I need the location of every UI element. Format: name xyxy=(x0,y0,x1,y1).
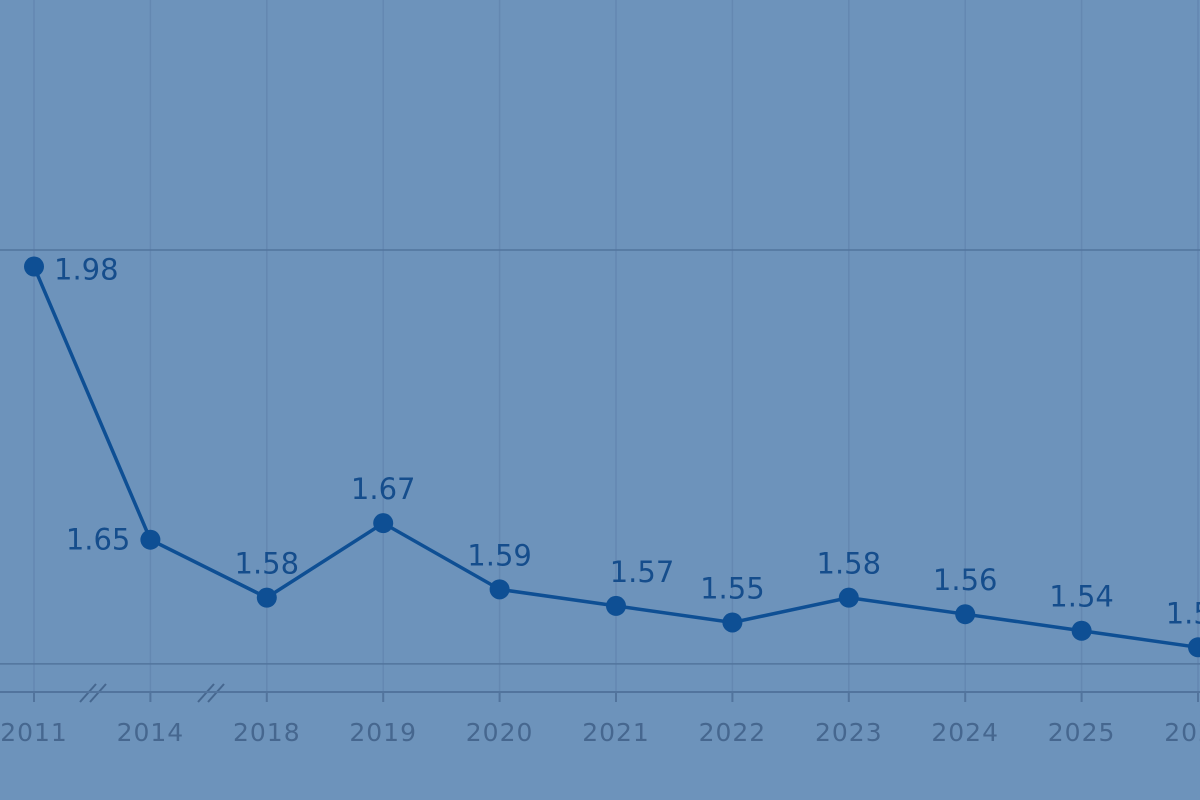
x-tick-label: 2020 xyxy=(466,718,534,747)
point xyxy=(140,529,161,550)
value-label: 1.54 xyxy=(1049,580,1114,614)
value-label: 1.67 xyxy=(351,472,416,506)
x-tick-label: 2019 xyxy=(349,718,417,747)
value-label: 1.57 xyxy=(610,555,675,589)
point xyxy=(256,587,277,608)
x-tick-label: 2018 xyxy=(233,718,301,747)
x-tick-label: 2026 xyxy=(1164,718,1200,747)
value-label: 1.65 xyxy=(66,523,131,557)
x-tick-label: 2011 xyxy=(0,718,68,747)
point xyxy=(489,579,510,600)
x-tick-label: 2023 xyxy=(815,718,883,747)
value-label: 1.55 xyxy=(700,571,765,605)
point xyxy=(24,256,44,277)
value-label: 1.56 xyxy=(933,563,998,597)
point xyxy=(722,612,743,633)
point xyxy=(606,595,626,616)
x-tick-label: 2024 xyxy=(931,718,999,747)
x-tick-label: 2014 xyxy=(117,718,185,747)
value-label: 1.58 xyxy=(817,547,882,581)
point xyxy=(955,604,976,625)
value-label: 1.98 xyxy=(54,253,119,287)
value-label: 1.52 xyxy=(1166,596,1200,630)
point xyxy=(1071,620,1092,641)
value-label: 1.58 xyxy=(235,547,300,581)
value-label: 1.59 xyxy=(467,538,532,572)
x-tick-label: 2022 xyxy=(699,718,767,747)
point xyxy=(1188,637,1200,658)
x-tick-label: 2025 xyxy=(1048,718,1116,747)
point xyxy=(838,587,859,608)
point xyxy=(373,513,394,534)
x-tick-label: 2021 xyxy=(582,718,650,747)
